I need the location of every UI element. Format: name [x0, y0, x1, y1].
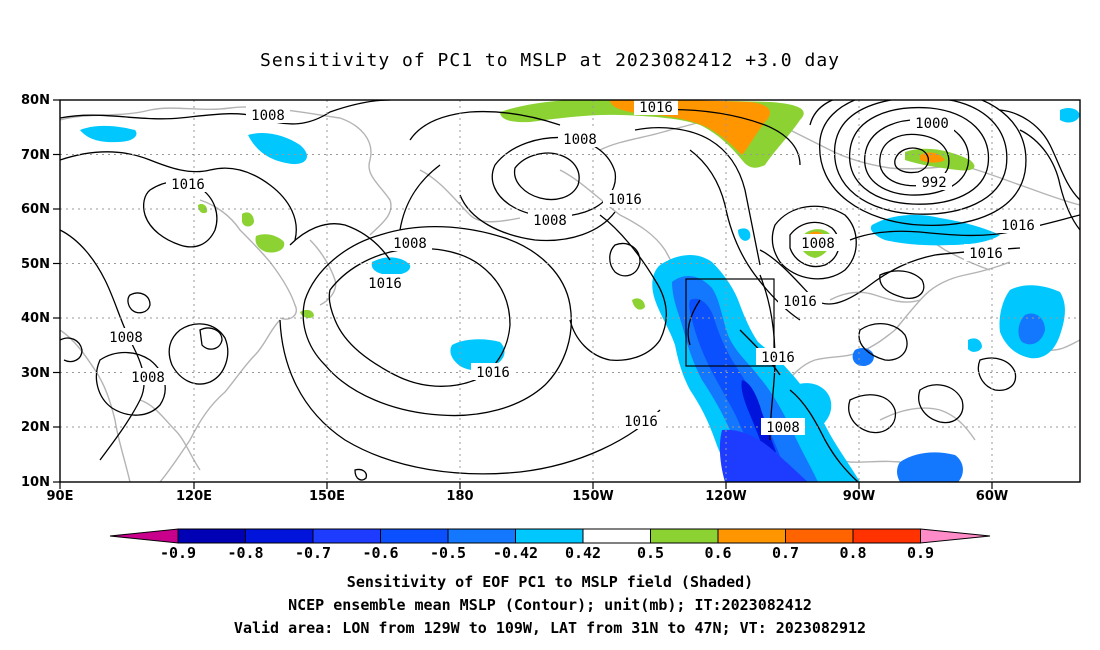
- colorbar-swatch: [785, 528, 854, 544]
- shade-neg-gulf: [790, 383, 832, 429]
- colorbar-label: -0.5: [430, 544, 466, 562]
- colorbar-label: 0.7: [772, 544, 799, 562]
- colorbar-label: 0.6: [704, 544, 731, 562]
- lon-label: 180: [446, 489, 473, 504]
- lat-label: 50N: [21, 257, 50, 272]
- lon-label: 60W: [976, 489, 1008, 504]
- colorbar-label: 0.42: [565, 544, 601, 562]
- contour-label: 1008: [533, 213, 567, 229]
- shade-neg-small2: [968, 338, 982, 352]
- contour-label: 1016: [476, 365, 510, 381]
- colorbar-swatch: [515, 528, 584, 544]
- contour-label: 1008: [109, 330, 143, 346]
- lon-label: 150W: [572, 489, 613, 504]
- caption-line-2: NCEP ensemble mean MSLP (Contour); unit(…: [288, 596, 812, 614]
- lon-label: 150E: [309, 489, 345, 504]
- lon-label: 120W: [705, 489, 746, 504]
- colorbar-label: 0.9: [907, 544, 934, 562]
- lat-label: 20N: [21, 420, 50, 435]
- shade-neg-sib1: [80, 125, 137, 143]
- contour-labels: 1008 1016 1008 1016 1008 1016 1008 1016 …: [104, 100, 1040, 436]
- shade-neg-core3: [741, 380, 776, 456]
- shade-pos-small1: [242, 212, 254, 227]
- colorbar-label: -0.9: [160, 544, 196, 562]
- contour-label: 1000: [915, 116, 949, 132]
- colorbar-label: 0.8: [839, 544, 866, 562]
- contour-label: 1016: [1001, 218, 1035, 234]
- lat-label: 80N: [21, 93, 50, 108]
- contour-label: 1016: [969, 246, 1003, 262]
- lat-labels: 80N 70N 60N 50N 40N 30N 20N 10N: [21, 93, 50, 490]
- colorbar-swatch: [312, 528, 381, 544]
- colorbar-high-triangle: [920, 528, 991, 544]
- contour-label: 1016: [761, 350, 795, 366]
- colorbar-swatch: [177, 528, 246, 544]
- caption-line-3: Valid area: LON from 129W to 109W, LAT f…: [233, 619, 867, 637]
- caption-line-1: Sensitivity of EOF PC1 to MSLP field (Sh…: [346, 573, 754, 591]
- contour-label: 1016: [608, 192, 642, 208]
- graticule: [60, 100, 1080, 482]
- colorbar-low-triangle: [109, 528, 179, 544]
- shaded-sensitivity: [80, 100, 1080, 482]
- shade-neg-small4: [738, 228, 751, 241]
- contour-label: 1016: [171, 177, 205, 193]
- contour-label: 1008: [131, 370, 165, 386]
- colorbar-label: 0.5: [637, 544, 664, 562]
- shade-neg-kam: [371, 257, 411, 276]
- colorbar-swatch: [245, 528, 314, 544]
- lon-label: 120E: [176, 489, 212, 504]
- lat-label: 30N: [21, 366, 50, 381]
- contour-label: 1016: [783, 294, 817, 310]
- colorbar-label: -0.42: [493, 544, 538, 562]
- colorbar-swatch: [650, 528, 719, 544]
- contour-label: 1008: [766, 420, 800, 436]
- contour-label: 1016: [368, 276, 402, 292]
- shade-neg-canada: [870, 214, 1000, 246]
- shade-neg-sib2: [248, 133, 307, 165]
- colorbar-label: -0.6: [362, 544, 398, 562]
- contour-label: 1008: [563, 132, 597, 148]
- shade-pos-japan: [255, 234, 285, 253]
- contour-label: 1016: [639, 100, 673, 116]
- contour-label: 1008: [251, 108, 285, 124]
- shade-pos-small4: [632, 298, 645, 310]
- contour-label: 1008: [393, 236, 427, 252]
- contour-label: 1016: [624, 414, 658, 430]
- shade-neg-south: [719, 429, 808, 482]
- colorbar-label: -0.7: [295, 544, 331, 562]
- valid-area-box: [685, 278, 775, 367]
- map-frame: [59, 99, 1081, 483]
- colorbar-label: -0.8: [227, 544, 263, 562]
- lon-label: 90E: [47, 489, 74, 504]
- shade-pos-loworange: [920, 152, 945, 163]
- lat-label: 40N: [21, 311, 50, 326]
- shade-neg-pac: [450, 339, 505, 371]
- contour-label: 1008: [801, 236, 835, 252]
- lon-labels: 90E 120E 150E 180 150W 120W 90W 60W: [47, 489, 1009, 504]
- lat-label: 60N: [21, 202, 50, 217]
- chart-title: Sensitivity of PC1 to MSLP at 2023082412…: [259, 50, 840, 71]
- colorbar-swatch: [582, 528, 651, 544]
- shade-pos-small2: [198, 203, 208, 214]
- lat-label: 10N: [21, 475, 50, 490]
- lon-label: 90W: [843, 489, 875, 504]
- colorbar-swatch: [852, 528, 921, 544]
- colorbar: -0.9 -0.8 -0.7 -0.6 -0.5 -0.42 0.42 0.5 …: [109, 528, 991, 562]
- contour-label: 992: [921, 175, 946, 191]
- tick-marks: [53, 99, 993, 489]
- colorbar-swatch: [717, 528, 786, 544]
- shade-neg-atl-core: [1018, 313, 1045, 345]
- shade-neg-small3: [1060, 107, 1080, 123]
- map-background: [60, 100, 1080, 482]
- colorbar-swatch: [380, 528, 449, 544]
- colorbar-swatch: [447, 528, 516, 544]
- lat-label: 70N: [21, 148, 50, 163]
- shade-neg-carib: [897, 452, 963, 482]
